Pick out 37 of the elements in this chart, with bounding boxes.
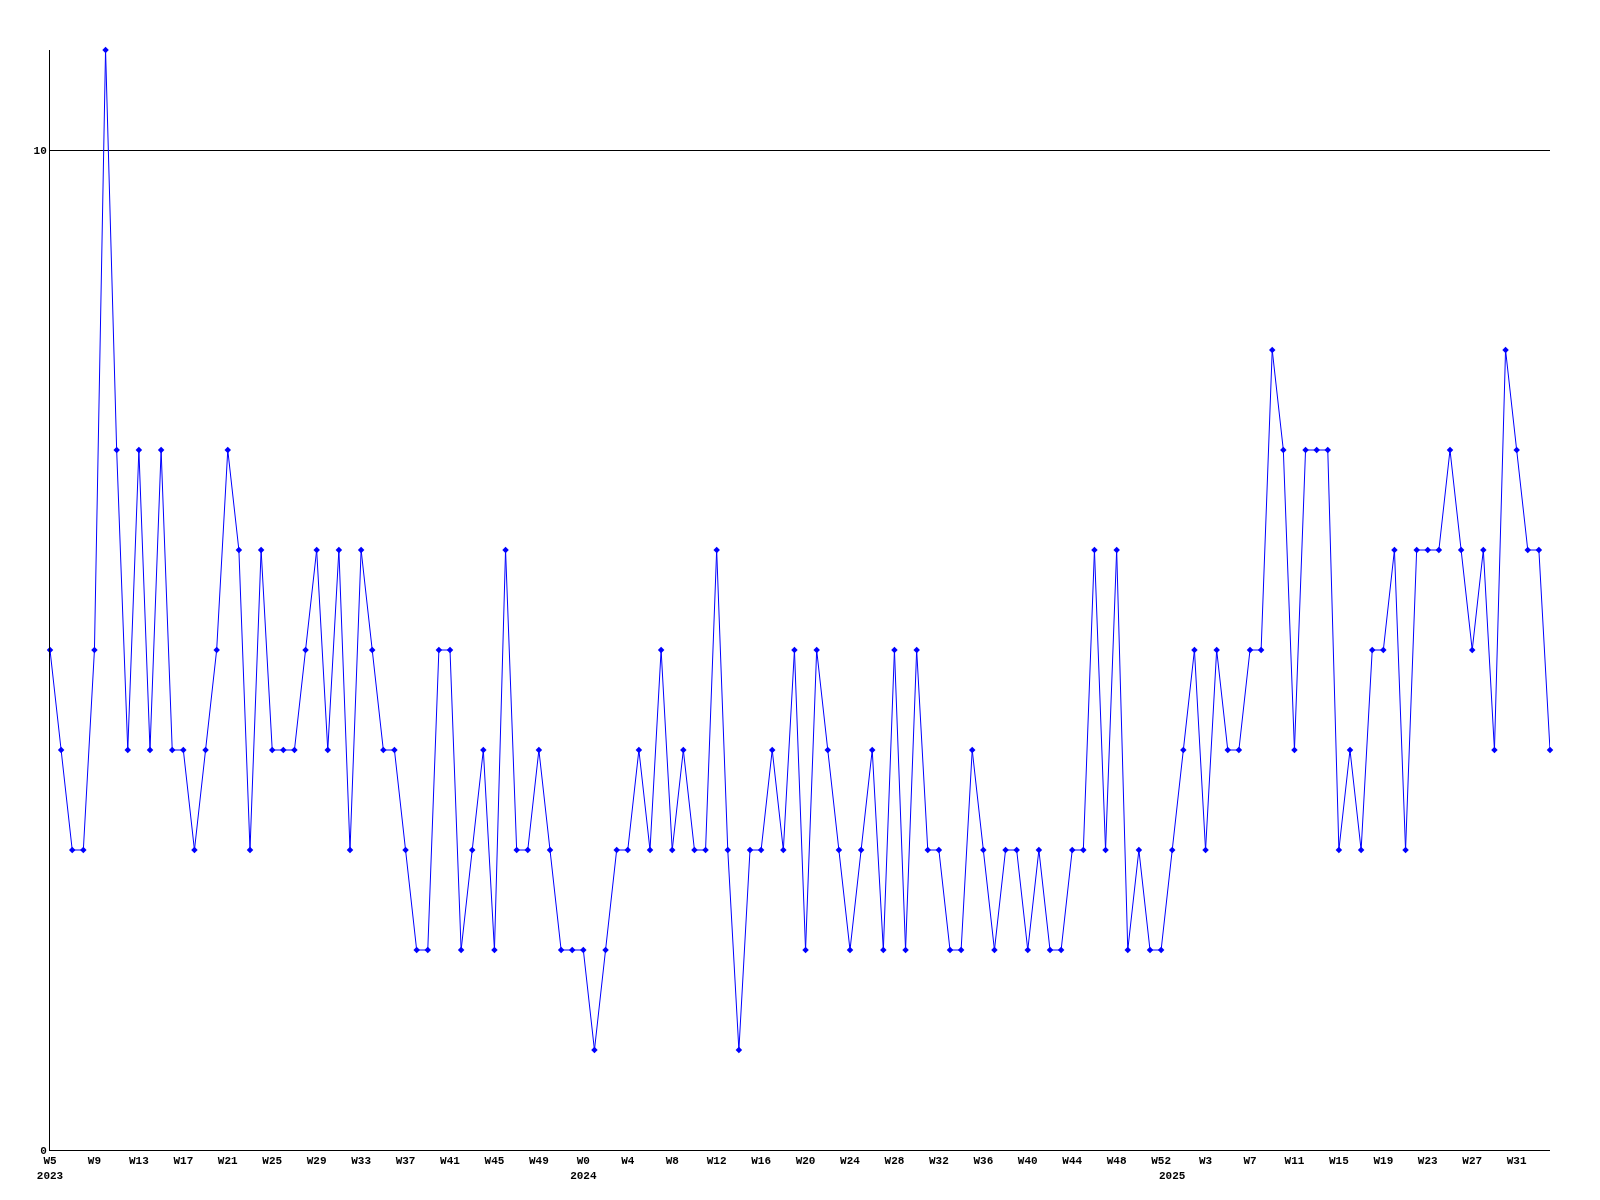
x-tick-label: 2025	[1159, 1169, 1186, 1182]
x-tick-label: W21	[217, 1155, 239, 1168]
x-tick-label: W15	[1328, 1155, 1350, 1168]
x-tick-label: W27	[1462, 1155, 1483, 1168]
x-tick-label: W12	[706, 1155, 727, 1168]
x-tick-label: W17	[173, 1155, 194, 1168]
x-tick-label: W48	[1106, 1155, 1127, 1168]
x-tick-label: W9	[87, 1155, 102, 1168]
x-tick-label: W5 2023	[36, 1155, 64, 1182]
x-tick-label: W8	[665, 1155, 680, 1168]
x-tick-label: W36	[973, 1155, 994, 1168]
y-tick-label: 10	[33, 144, 47, 157]
x-tick-label: W4	[621, 1155, 635, 1168]
x-tick-label: W23	[1417, 1155, 1439, 1168]
x-tick-label: W25	[262, 1155, 283, 1168]
x-tick-label: W13	[128, 1155, 150, 1168]
x-tick-label: W37	[395, 1155, 416, 1168]
x-tick-label: W33	[351, 1155, 372, 1168]
x-tick-label: W32	[928, 1155, 949, 1168]
x-tick-label: W44	[1062, 1155, 1083, 1168]
x-tick-label: W28	[884, 1155, 905, 1168]
x-tick-label: W24	[840, 1155, 861, 1168]
x-tick-label: W19	[1373, 1155, 1394, 1168]
x-tick-label: W20	[795, 1155, 816, 1168]
x-tick-label: W16	[751, 1155, 772, 1168]
x-tick-label: W45	[484, 1155, 505, 1168]
x-tick-label: W29	[306, 1155, 327, 1168]
x-tick-label: W31	[1506, 1155, 1527, 1168]
y-tick-label: 0	[40, 1144, 47, 1157]
x-tick-label: W49	[528, 1155, 549, 1168]
x-tick-label: W52	[1151, 1155, 1172, 1168]
x-tick-label: W0 2024	[570, 1155, 597, 1182]
x-tick-label: W3	[1198, 1155, 1213, 1168]
x-tick-label: W41	[440, 1155, 461, 1168]
x-tick-label: W11	[1284, 1155, 1305, 1168]
x-tick-label: W7	[1243, 1155, 1257, 1168]
x-tick-label: W40	[1017, 1155, 1038, 1168]
